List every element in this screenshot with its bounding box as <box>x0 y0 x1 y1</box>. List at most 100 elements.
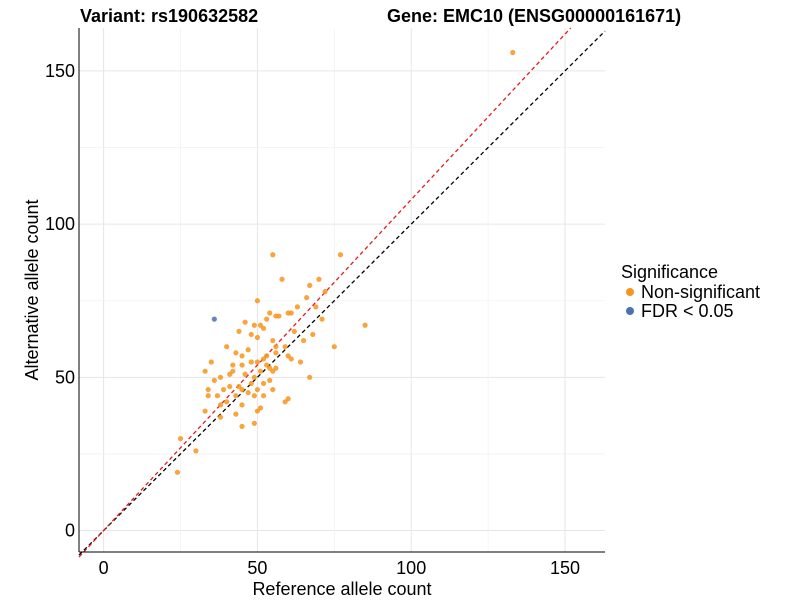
data-point <box>276 313 282 319</box>
data-point <box>174 469 181 475</box>
legend-swatch <box>626 288 634 296</box>
reference-lines <box>78 27 606 558</box>
data-point <box>239 386 245 393</box>
data-point <box>322 288 328 295</box>
data-point <box>217 414 224 420</box>
data-point <box>233 393 239 399</box>
data-point <box>304 295 310 301</box>
x-tick-label: 150 <box>550 558 580 578</box>
data-point <box>242 371 248 377</box>
data-point <box>264 316 270 322</box>
data-point <box>297 359 304 365</box>
data-point <box>208 359 214 365</box>
data-point <box>300 337 307 344</box>
data-point <box>211 316 217 322</box>
data-point <box>510 49 516 56</box>
data-point <box>251 393 257 399</box>
legend-label: FDR < 0.05 <box>641 301 734 321</box>
data-point <box>242 319 248 325</box>
data-points <box>174 49 516 475</box>
data-point <box>245 390 251 396</box>
data-point <box>319 316 325 322</box>
data-point <box>211 377 217 383</box>
data-point <box>230 362 236 368</box>
data-point <box>273 344 279 350</box>
data-point <box>282 399 288 405</box>
data-point <box>273 350 279 356</box>
x-axis-label: Reference allele count <box>252 579 431 599</box>
data-point <box>288 356 294 362</box>
y-axis-label: Alternative allele count <box>22 199 42 380</box>
data-point <box>313 304 319 310</box>
legend-label: Non-significant <box>641 282 760 302</box>
grid-lines <box>79 28 605 552</box>
data-point <box>224 399 230 405</box>
data-point <box>193 448 199 454</box>
data-point <box>239 402 245 408</box>
reference-line-identity <box>78 30 606 556</box>
data-point <box>217 402 224 408</box>
legend-swatch <box>626 307 634 315</box>
data-point <box>362 322 368 328</box>
x-tick-label: 100 <box>396 558 426 578</box>
x-tick-label: 0 <box>99 558 109 578</box>
y-tick-label: 100 <box>45 214 75 234</box>
data-point <box>316 276 322 282</box>
data-point <box>310 331 316 338</box>
data-point <box>217 374 224 380</box>
data-point <box>254 408 261 414</box>
data-point <box>307 374 313 380</box>
data-point <box>233 411 239 417</box>
data-point <box>254 386 261 393</box>
data-point <box>239 423 245 429</box>
data-point <box>236 328 242 334</box>
data-point <box>294 304 300 310</box>
data-point <box>254 298 261 304</box>
data-point <box>248 359 254 365</box>
data-point <box>270 368 276 374</box>
data-point <box>291 328 297 334</box>
data-point <box>248 380 254 387</box>
data-point <box>227 371 233 377</box>
data-point <box>233 350 239 356</box>
data-point <box>260 325 267 331</box>
data-point <box>202 408 208 414</box>
data-point <box>205 393 211 399</box>
axes <box>78 28 605 553</box>
data-point <box>254 334 261 341</box>
data-point <box>251 420 257 426</box>
data-point <box>245 347 251 353</box>
data-point <box>270 386 276 393</box>
data-point <box>260 393 267 399</box>
data-point <box>282 344 288 350</box>
data-point <box>205 386 211 393</box>
data-point <box>279 276 285 282</box>
data-point <box>270 252 276 258</box>
x-tick-label: 50 <box>247 558 267 578</box>
data-point <box>220 386 227 393</box>
legend-title: Significance <box>621 262 718 282</box>
y-tick-label: 50 <box>55 367 75 387</box>
data-point <box>251 322 257 328</box>
variant-title: Variant: rs190632582 <box>80 6 258 26</box>
gene-title: Gene: EMC10 (ENSG00000161671) <box>387 6 681 26</box>
data-point <box>260 380 267 387</box>
y-tick-label: 0 <box>65 521 75 541</box>
y-tick-label: 150 <box>45 61 75 81</box>
data-point <box>288 310 294 316</box>
data-point <box>239 353 245 359</box>
data-point <box>248 331 254 338</box>
reference-line-fit <box>78 27 572 558</box>
data-point <box>202 368 208 374</box>
data-point <box>224 344 230 350</box>
data-point <box>239 362 245 368</box>
data-point <box>227 383 233 390</box>
data-point <box>307 282 313 289</box>
data-point <box>267 310 273 316</box>
data-point <box>214 393 221 399</box>
data-point <box>331 344 337 350</box>
data-point <box>260 356 267 362</box>
tick-labels: 0 50 100 150 0 50 100 150 <box>45 61 580 578</box>
data-point <box>251 374 257 380</box>
